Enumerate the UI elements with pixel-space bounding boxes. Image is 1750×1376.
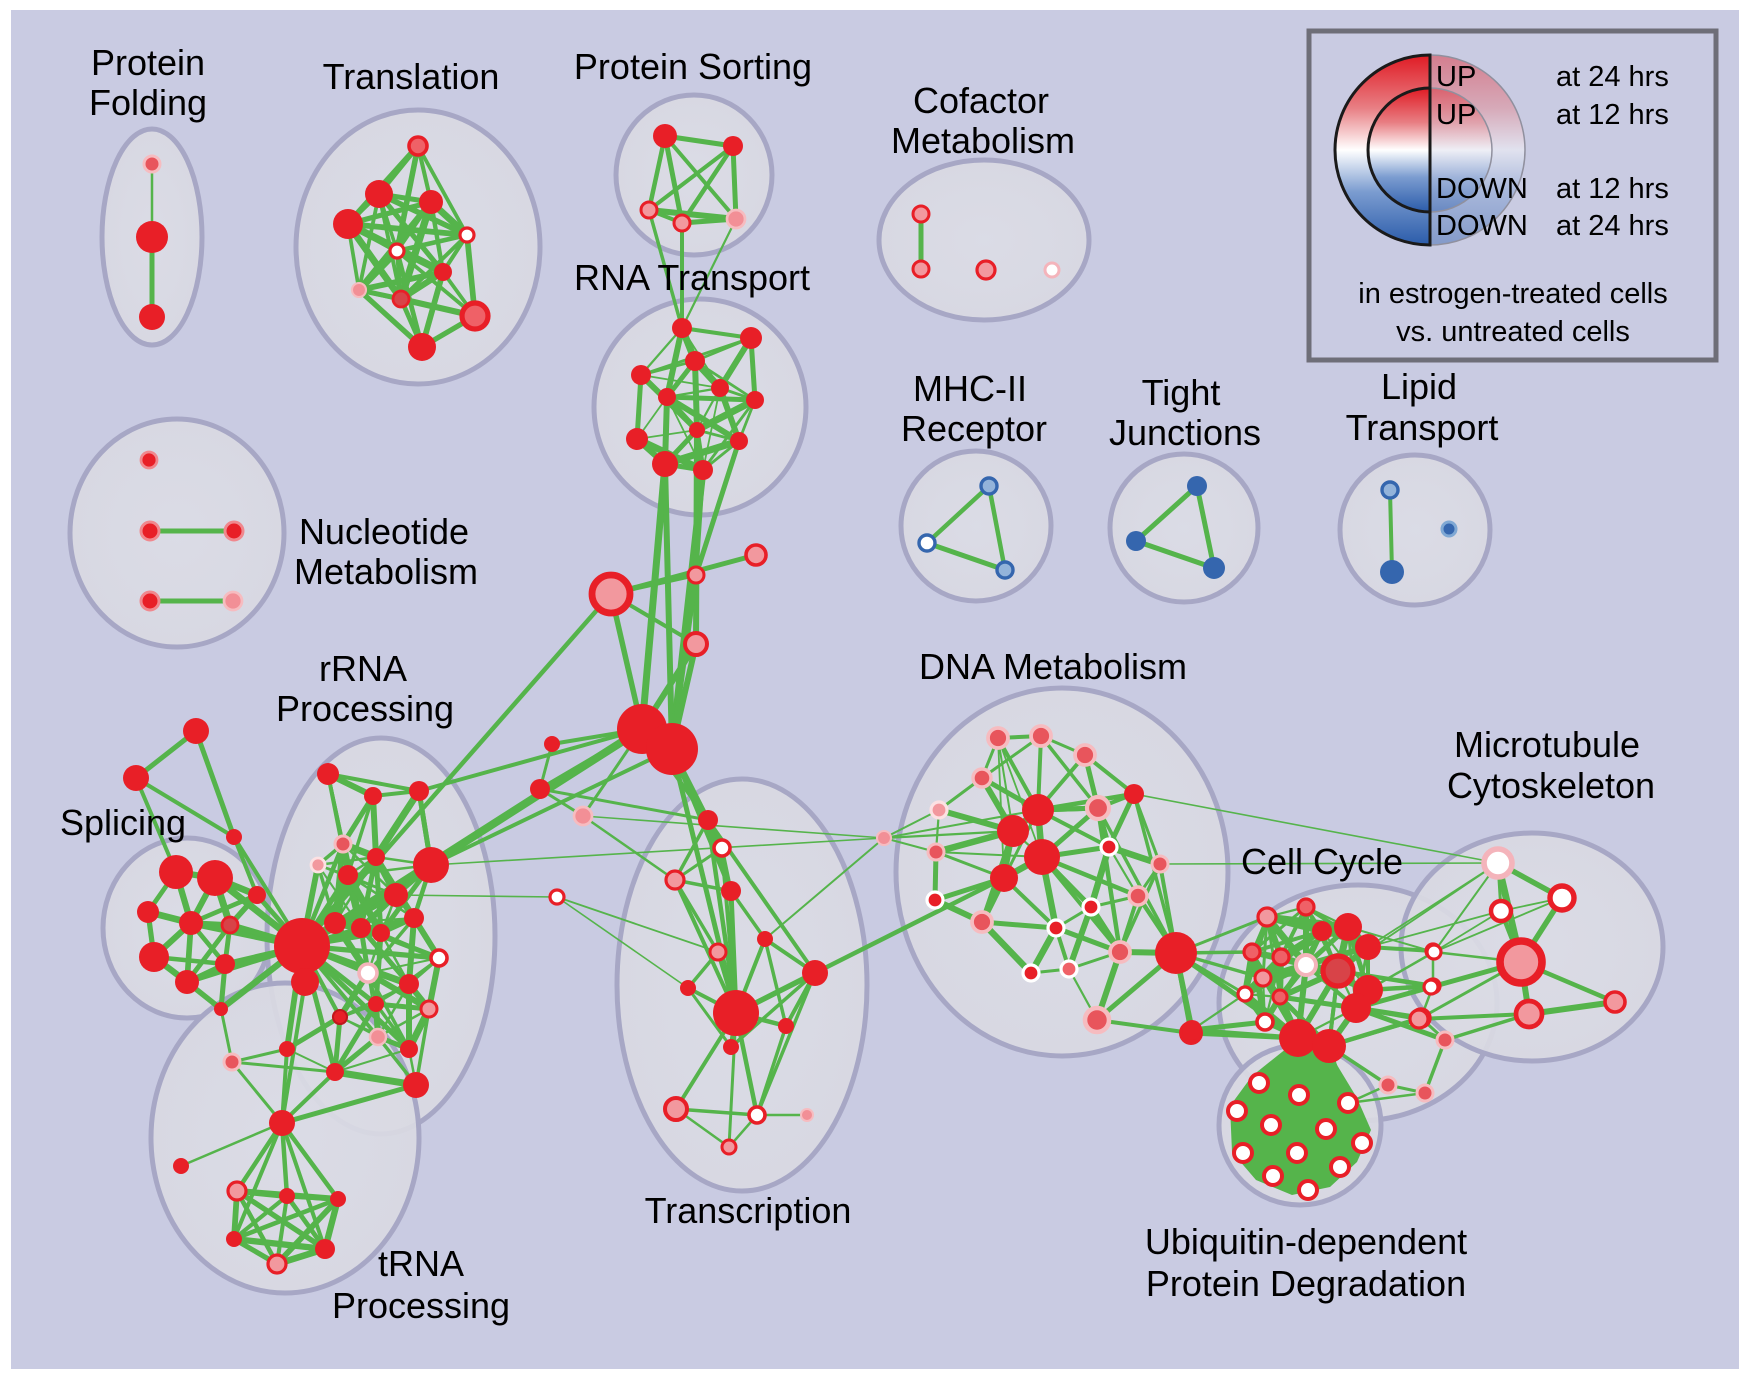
svg-text:DNA Metabolism: DNA Metabolism xyxy=(919,646,1187,687)
svg-text:Tight: Tight xyxy=(1142,372,1221,413)
svg-text:Transcription: Transcription xyxy=(645,1190,852,1231)
svg-text:Metabolism: Metabolism xyxy=(294,551,478,592)
svg-text:Cytoskeleton: Cytoskeleton xyxy=(1447,765,1655,806)
svg-text:Metabolism: Metabolism xyxy=(891,120,1075,161)
svg-text:at 24 hrs: at 24 hrs xyxy=(1556,210,1669,242)
svg-text:Processing: Processing xyxy=(276,688,454,729)
svg-text:Protein Sorting: Protein Sorting xyxy=(574,46,812,87)
svg-text:RNA Transport: RNA Transport xyxy=(574,257,810,298)
svg-text:tRNA: tRNA xyxy=(378,1243,464,1284)
svg-text:Ubiquitin-dependent: Ubiquitin-dependent xyxy=(1145,1221,1467,1262)
svg-text:Cofactor: Cofactor xyxy=(913,80,1049,121)
svg-text:Receptor: Receptor xyxy=(901,408,1047,449)
svg-text:rRNA: rRNA xyxy=(319,648,407,689)
svg-text:UP: UP xyxy=(1436,61,1476,93)
svg-text:Protein Degradation: Protein Degradation xyxy=(1146,1263,1466,1304)
svg-text:DOWN: DOWN xyxy=(1436,210,1528,242)
svg-text:Microtubule: Microtubule xyxy=(1454,724,1640,765)
svg-text:Junctions: Junctions xyxy=(1109,412,1261,453)
svg-text:in estrogen-treated cells: in estrogen-treated cells xyxy=(1358,278,1668,310)
svg-text:at 12 hrs: at 12 hrs xyxy=(1556,173,1669,205)
svg-text:Lipid: Lipid xyxy=(1381,366,1457,407)
svg-text:Nucleotide: Nucleotide xyxy=(299,511,469,552)
svg-text:DOWN: DOWN xyxy=(1436,173,1528,205)
svg-text:Splicing: Splicing xyxy=(60,802,186,843)
svg-text:Folding: Folding xyxy=(89,82,207,123)
svg-text:UP: UP xyxy=(1436,99,1476,131)
svg-text:Translation: Translation xyxy=(323,56,500,97)
svg-text:MHC-II: MHC-II xyxy=(913,368,1027,409)
svg-text:Processing: Processing xyxy=(332,1285,510,1326)
svg-text:vs. untreated cells: vs. untreated cells xyxy=(1396,316,1630,348)
svg-text:at 12 hrs: at 12 hrs xyxy=(1556,99,1669,131)
svg-text:Cell Cycle: Cell Cycle xyxy=(1241,841,1403,882)
svg-text:Protein: Protein xyxy=(91,42,205,83)
svg-text:at 24 hrs: at 24 hrs xyxy=(1556,61,1669,93)
svg-text:Transport: Transport xyxy=(1346,407,1499,448)
